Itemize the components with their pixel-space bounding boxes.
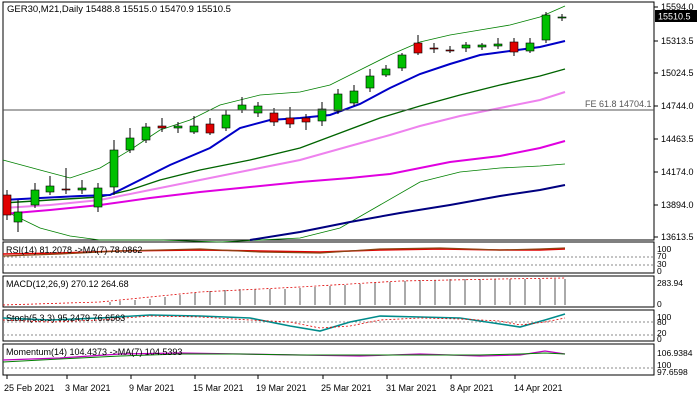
- main-indicator-lines: [2, 5, 566, 243]
- candle-body: [333, 93, 343, 112]
- price-tick: 14174.0: [661, 167, 694, 177]
- macd-header: MACD(12,26,9) 270.12 264.68: [6, 279, 129, 289]
- current-price-badge: [655, 10, 697, 22]
- candle-body: [317, 108, 327, 122]
- date-label: 9 Mar 2021: [129, 383, 175, 393]
- candle-body: [445, 49, 455, 52]
- candle-body: [285, 117, 295, 125]
- rsi-line: [2, 247, 566, 257]
- rsi-tick: 100: [657, 244, 671, 254]
- candle-body: [477, 44, 487, 48]
- stoch-signal-line: [2, 315, 566, 329]
- price-tick: 14463.5: [661, 134, 694, 144]
- date-label: 3 Mar 2021: [65, 383, 111, 393]
- price-tick: 15594.0: [661, 2, 694, 12]
- candle-body: [493, 43, 503, 47]
- candle-body: [61, 188, 71, 191]
- date-axis: 25 Feb 2021 3 Mar 2021 9 Mar 2021 15 Mar…: [4, 375, 563, 393]
- subpanel-axes: 100 70 30 0 283.94 0 100 80 20 0 106.938…: [657, 244, 693, 377]
- rsi-tick: 30: [657, 259, 667, 269]
- bb-lower-line: [2, 163, 566, 243]
- price-tick: 15313.5: [661, 36, 694, 46]
- candle-body: [429, 47, 439, 50]
- rsi-tick: 0: [657, 266, 662, 276]
- candle-body: [93, 187, 103, 208]
- ma-magenta-line: [2, 140, 566, 215]
- date-label: 15 Mar 2021: [193, 383, 244, 393]
- candle-body: [77, 187, 87, 191]
- price-axis: 15594.0 15313.5 15024.5 14744.0 14463.5 …: [654, 2, 694, 242]
- ma-fast-line: [2, 40, 566, 201]
- price-tick: 14744.0: [661, 101, 694, 111]
- candle-body: [109, 149, 119, 188]
- candle-body: [509, 41, 519, 53]
- momentum-tick: 106.9384: [657, 348, 693, 358]
- candle-body: [141, 126, 151, 141]
- candle-body: [205, 123, 215, 134]
- date-label: 8 Apr 2021: [450, 383, 494, 393]
- candle-body: [301, 117, 311, 123]
- stoch-header: Stoch(5,3,3) 95.2479 76.6563: [6, 313, 125, 323]
- stoch-tick: 0: [657, 334, 662, 344]
- candle-body: [349, 90, 359, 104]
- price-tick: 13894.0: [661, 200, 694, 210]
- candle-body: [381, 68, 391, 76]
- candle-body: [221, 114, 231, 129]
- price-tick: 15024.5: [661, 68, 694, 78]
- price-tick: 13613.5: [661, 232, 694, 242]
- ma-light-line: [2, 91, 566, 209]
- momentum-header: Momentum(14) 104.4373 ->MA(7) 104.5393: [6, 347, 182, 357]
- momentum-panel[interactable]: [2, 343, 655, 376]
- candle-body: [461, 44, 471, 49]
- subpanel-indicators: [2, 247, 654, 369]
- candle-body: [157, 125, 167, 129]
- stoch-tick: 80: [657, 317, 667, 327]
- stoch-main-line: [2, 313, 566, 332]
- macd-tick: 283.94: [657, 278, 683, 288]
- momentum-ma-line: [2, 352, 566, 363]
- date-label: 14 Apr 2021: [514, 383, 563, 393]
- date-label: 19 Mar 2021: [256, 383, 307, 393]
- current-price-label: 15510.5: [658, 12, 691, 22]
- candle-body: [173, 125, 183, 129]
- rsi-header: RSI(14) 81.2078 ->MA(7) 78.0862: [6, 245, 142, 255]
- candle-body: [30, 189, 40, 206]
- stoch-tick: 100: [657, 312, 671, 322]
- date-label: 25 Mar 2021: [321, 383, 372, 393]
- candle-body: [365, 75, 375, 89]
- stoch-panel[interactable]: [2, 309, 655, 342]
- date-label: 25 Feb 2021: [4, 383, 55, 393]
- ma-slow-line: [249, 184, 566, 241]
- candle-body: [397, 54, 407, 69]
- date-label: 31 Mar 2021: [386, 383, 437, 393]
- candle-body: [237, 104, 247, 111]
- macd-signal-line: [2, 277, 566, 306]
- candle-body: [13, 211, 23, 223]
- macd-tick: 0: [657, 299, 662, 309]
- candle-body: [269, 112, 279, 123]
- candle-body: [525, 42, 535, 52]
- candle-body: [125, 137, 135, 151]
- candle-body: [557, 16, 567, 19]
- momentum-tick: 97.6598: [657, 367, 688, 377]
- macd-panel[interactable]: [2, 275, 655, 308]
- momentum-tick: 100: [657, 360, 671, 370]
- candle-body: [2, 194, 12, 216]
- candle-body: [45, 185, 55, 193]
- main-header: GER30,M21,Daily 15488.8 15515.0 15470.9 …: [7, 4, 231, 15]
- fe-level-label: FE 61.8 14704.1: [585, 99, 652, 109]
- bb-upper-line: [2, 5, 566, 179]
- rsi-tick: 70: [657, 251, 667, 261]
- candle-body: [413, 42, 423, 54]
- stoch-tick: 20: [657, 328, 667, 338]
- candle-body: [541, 14, 551, 41]
- candle-body: [189, 125, 199, 133]
